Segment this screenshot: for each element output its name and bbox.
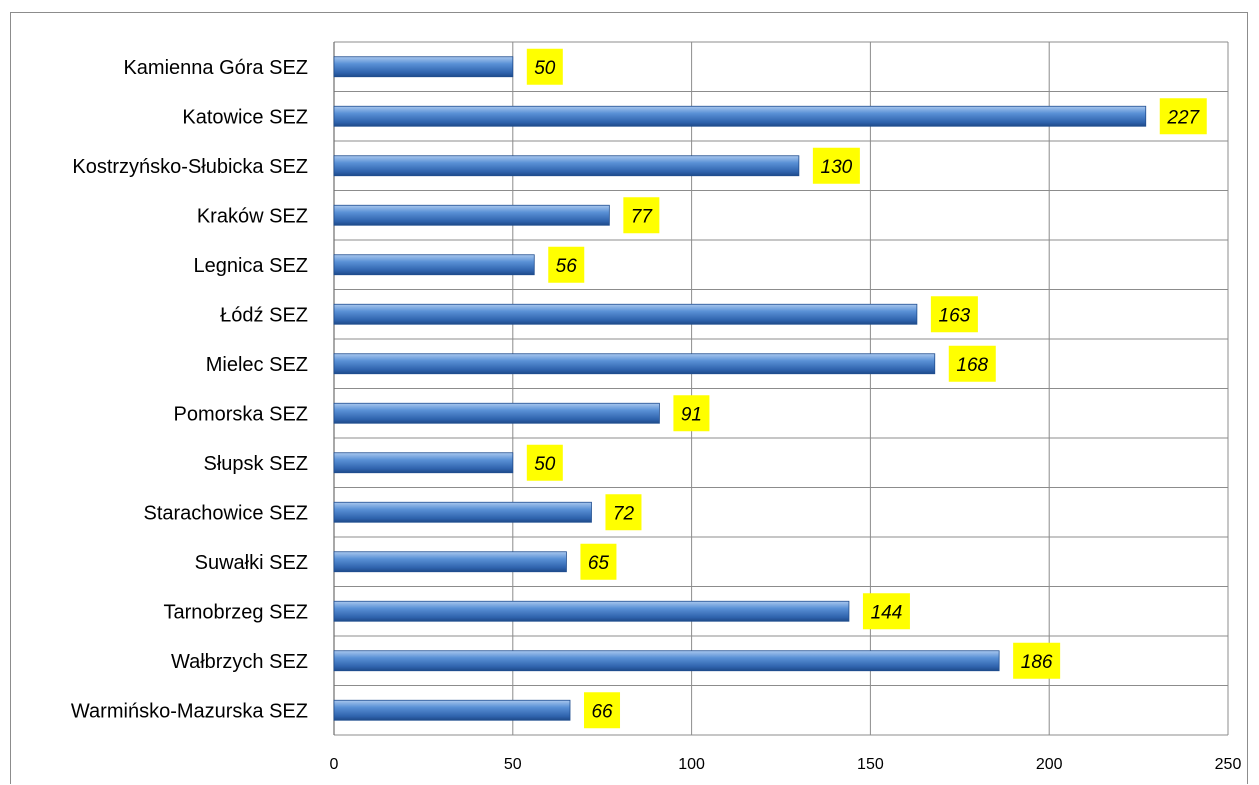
data-label-bg: [526, 48, 563, 85]
chart-frame: [10, 12, 1248, 784]
data-label-bg: [948, 345, 996, 382]
data-label-bg: [605, 494, 642, 531]
data-label-bg: [580, 543, 617, 580]
bar: [333, 303, 918, 325]
data-label: 50: [534, 454, 556, 475]
data-label: 66: [591, 701, 613, 722]
category-label: Starachowice SEZ: [143, 502, 308, 524]
x-tick-label: 0: [330, 756, 339, 773]
bar: [333, 155, 800, 177]
data-label-bg: [930, 296, 978, 333]
data-label-bg: [1013, 642, 1061, 679]
category-label: Kostrzyńsko-Słubicka SEZ: [72, 156, 308, 178]
category-label: Kraków SEZ: [197, 205, 308, 227]
bar: [333, 452, 514, 474]
bar: [333, 353, 936, 375]
bar: [333, 699, 571, 721]
data-label: 72: [613, 503, 635, 524]
data-label: 65: [588, 553, 610, 574]
data-label-bg: [526, 444, 563, 481]
bar: [333, 204, 610, 226]
data-label: 50: [534, 58, 556, 79]
data-label-bg: [812, 147, 860, 184]
category-label: Kamienna Góra SEZ: [123, 57, 308, 79]
x-tick-label: 100: [678, 756, 705, 773]
data-label-bg: [623, 197, 660, 234]
data-label-bg: [673, 395, 710, 432]
bar: [333, 650, 1000, 672]
x-tick-labels: 0 50 100 150 200 250: [330, 756, 1242, 773]
data-label: 144: [871, 602, 903, 623]
bar: [333, 501, 592, 523]
category-label: Suwałki SEZ: [195, 552, 308, 574]
category-label: Wałbrzych SEZ: [171, 651, 308, 673]
category-label: Tarnobrzeg SEZ: [163, 601, 308, 623]
data-label-bg: [548, 246, 585, 283]
data-label-bg: [1159, 98, 1207, 135]
bar: [333, 56, 514, 78]
bar: [333, 551, 567, 573]
data-label: 168: [956, 355, 988, 376]
category-label: Słupsk SEZ: [204, 453, 308, 475]
bar: [333, 105, 1147, 127]
x-tick-label: 250: [1215, 756, 1242, 773]
bar: [333, 402, 660, 424]
category-label: Pomorska SEZ: [174, 403, 308, 425]
bars: [333, 56, 1147, 721]
category-label: Legnica SEZ: [193, 255, 308, 277]
category-label: Warmińsko-Mazurska SEZ: [71, 700, 308, 722]
data-label: 77: [631, 206, 654, 227]
category-label: Łódź SEZ: [220, 304, 308, 326]
category-label: Katowice SEZ: [182, 106, 308, 128]
x-tick-label: 150: [857, 756, 884, 773]
data-label: 91: [681, 404, 702, 425]
data-label: 186: [1021, 652, 1053, 673]
data-label: 56: [556, 256, 578, 277]
data-label: 130: [821, 157, 853, 178]
data-label: 163: [939, 305, 971, 326]
data-label-bg: [862, 593, 910, 630]
category-label: Mielec SEZ: [206, 354, 308, 376]
bar: [333, 254, 535, 276]
x-tick-label: 200: [1036, 756, 1063, 773]
grid-lines: [333, 41, 1229, 736]
category-labels: Kamienna Góra SEZ Katowice SEZ Kostrzyńsko…: [71, 57, 308, 723]
data-label: 227: [1166, 107, 1200, 128]
data-label-bg: [584, 692, 621, 729]
x-tick-label: 50: [504, 756, 522, 773]
data-labels: 50 227 130 77 56 163 168 91 50 72 65 144 186 66: [526, 48, 1207, 729]
bar: [333, 600, 850, 622]
